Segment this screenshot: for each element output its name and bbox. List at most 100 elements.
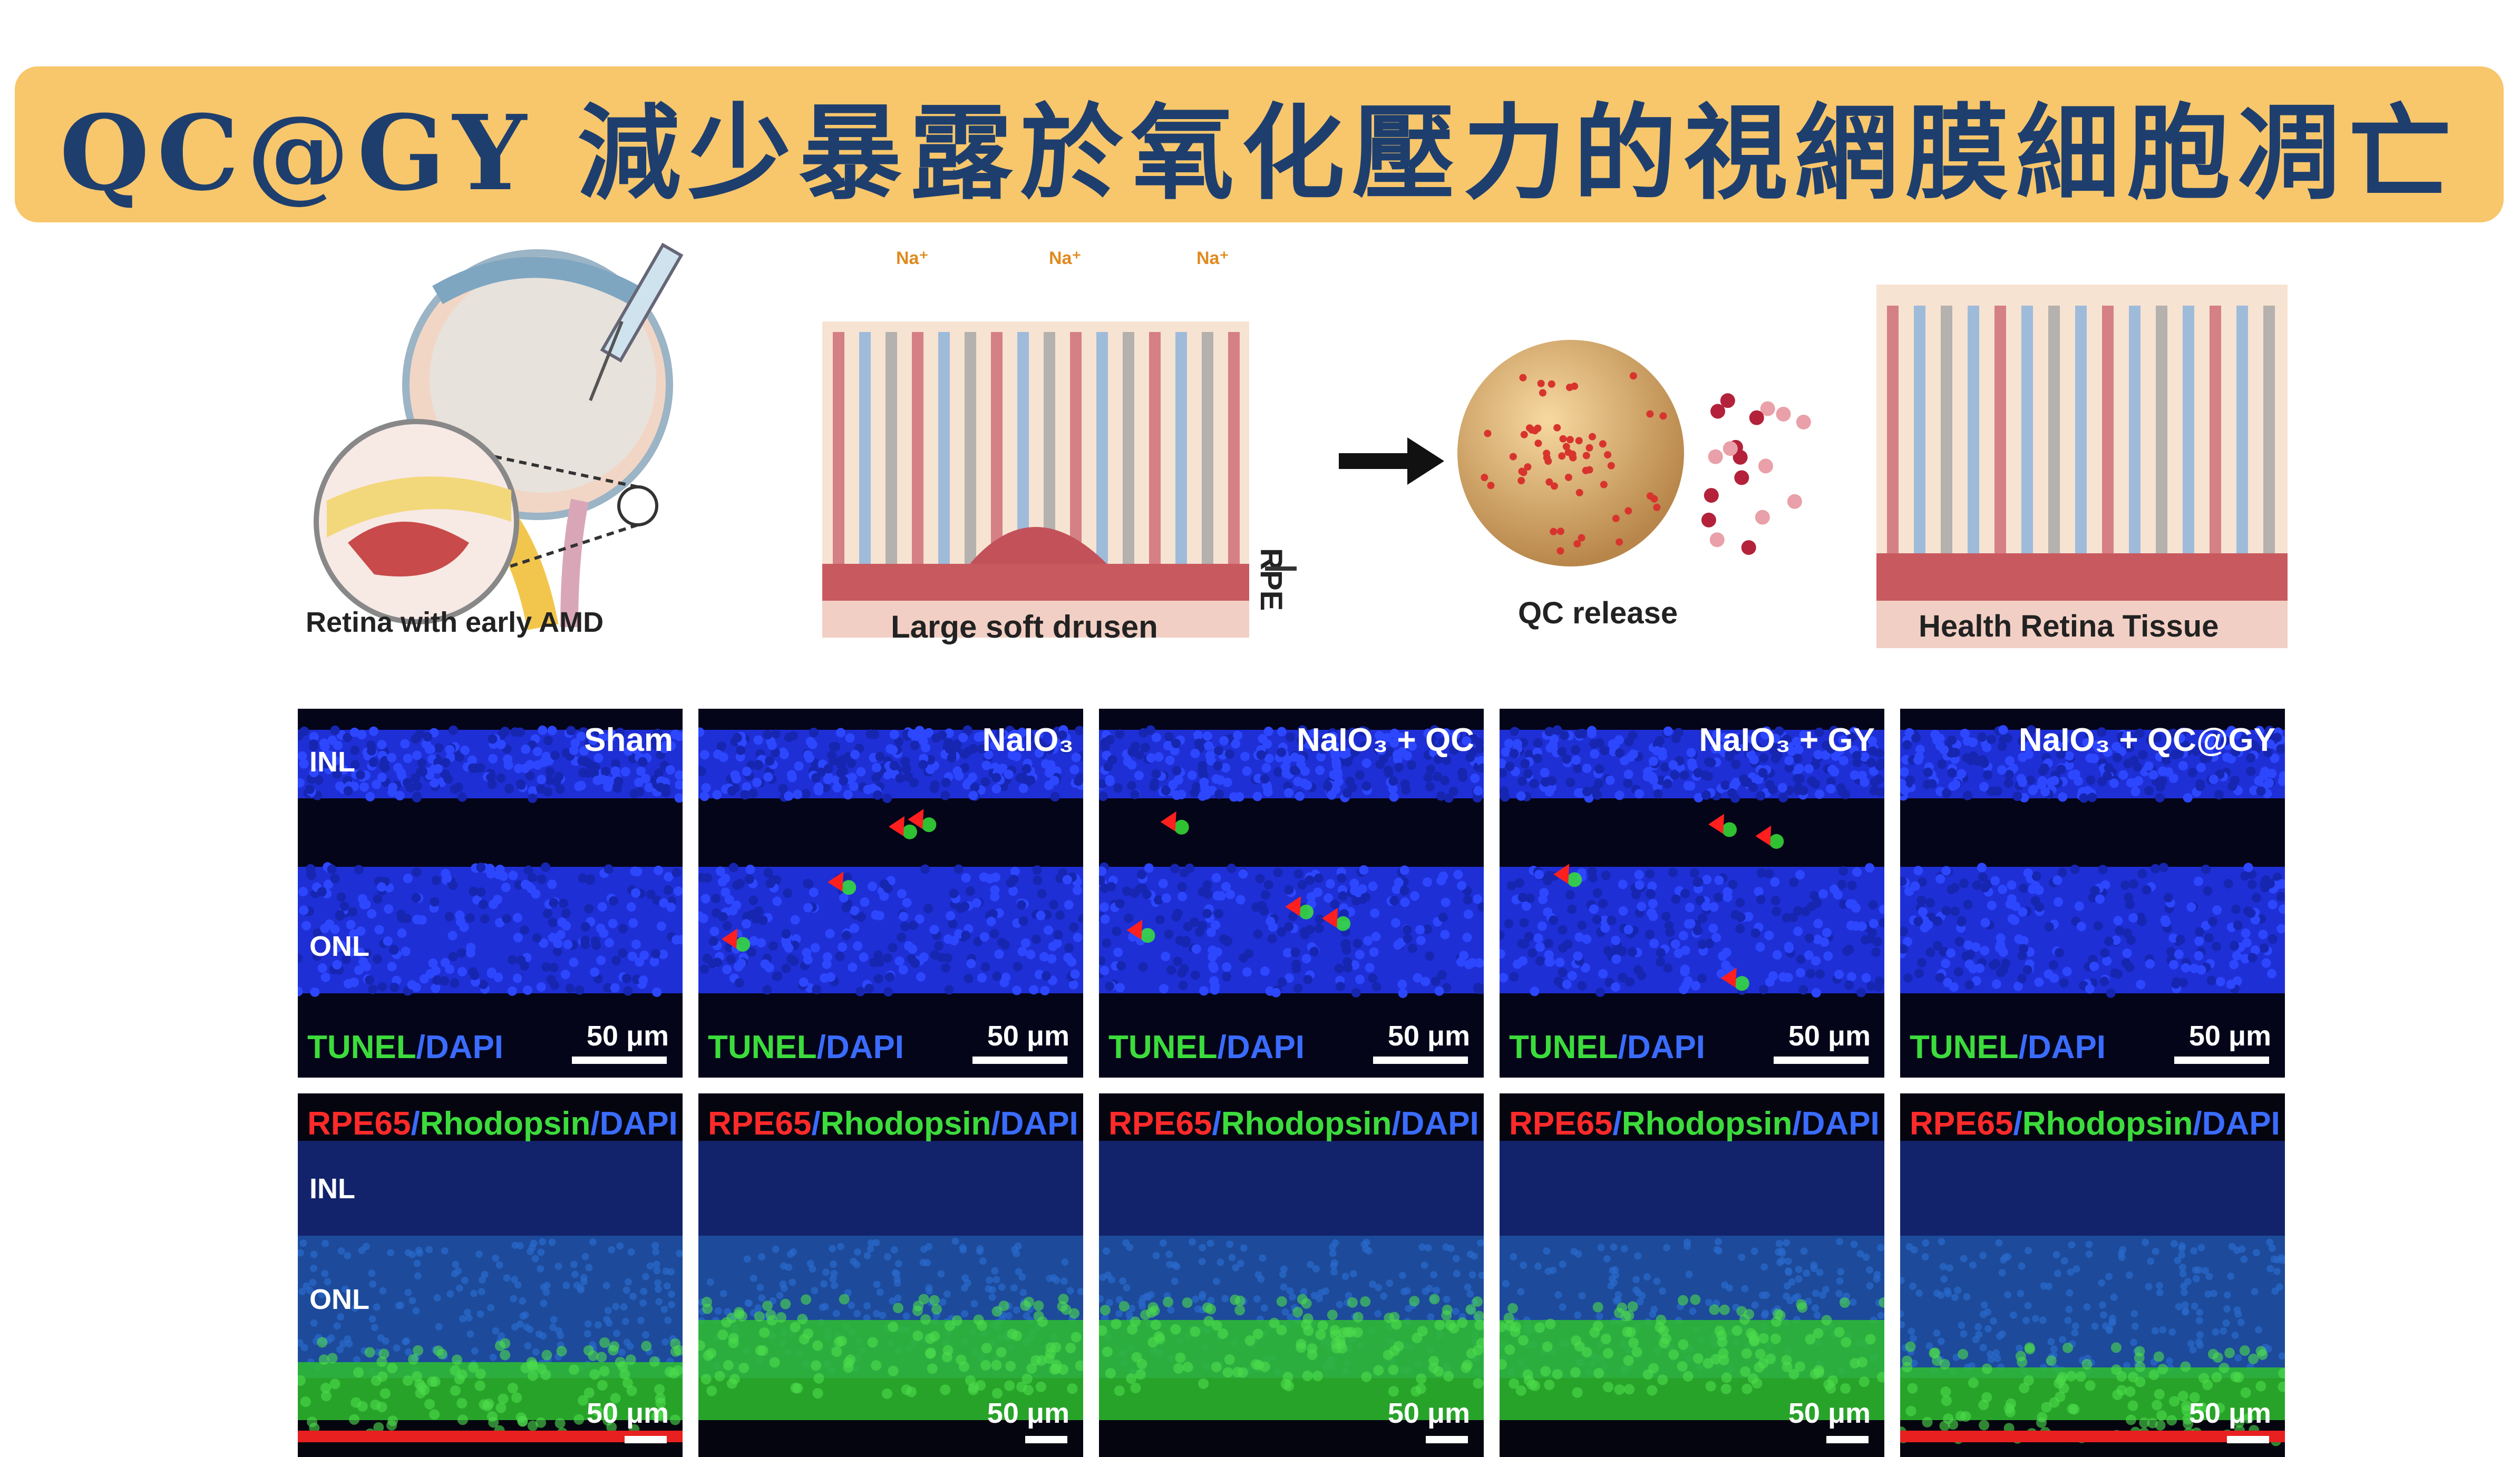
nanoparticle-illustration: QC release bbox=[1455, 337, 1855, 653]
dapi-text: DAPI bbox=[1627, 1029, 1706, 1065]
stain-legend: RPE65/Rhodopsin/DAPI bbox=[708, 1105, 1078, 1142]
scale-bar bbox=[572, 1057, 667, 1064]
scale-bar-label: 50 μm bbox=[987, 1020, 1069, 1052]
scale-bar bbox=[1025, 1436, 1067, 1443]
rpe65-text: RPE65 bbox=[1910, 1106, 2013, 1142]
scale-bar-label: 50 μm bbox=[586, 1397, 669, 1429]
page-title: QC@GY 減少暴露於氧化壓力的視網膜細胞凋亡 bbox=[59, 92, 2459, 214]
tunel-text: TUNEL bbox=[307, 1029, 416, 1065]
tunel-panel: NaIO₃ + QC TUNEL/DAPI 50 μm bbox=[1099, 709, 1484, 1078]
drusen-diagram: Large soft drusen Na⁺ Na⁺ Na⁺ bbox=[812, 227, 1260, 648]
rhodopsin-panel: RPE65/Rhodopsin/DAPI INL ONL 50 μm bbox=[298, 1093, 683, 1457]
scale-bar bbox=[2174, 1057, 2269, 1064]
separator-text: / bbox=[590, 1106, 600, 1142]
separator-text: / bbox=[1392, 1106, 1401, 1142]
stain-legend: RPE65/Rhodopsin/DAPI bbox=[307, 1105, 678, 1142]
dapi-text: DAPI bbox=[599, 1106, 678, 1142]
tunel-panel: NaIO₃ TUNEL/DAPI 50 μm bbox=[698, 709, 1083, 1078]
dapi-text: DAPI bbox=[425, 1029, 504, 1065]
dapi-text: DAPI bbox=[2027, 1029, 2106, 1065]
scale-bar bbox=[1826, 1436, 1869, 1443]
scale-bar-label: 50 μm bbox=[987, 1397, 1069, 1429]
stain-legend: TUNEL/DAPI bbox=[1509, 1029, 1705, 1066]
rhodopsin-panel: RPE65/Rhodopsin/DAPI 50 μm bbox=[698, 1093, 1083, 1457]
drusen-label: Large soft drusen bbox=[891, 609, 1158, 644]
stain-legend: TUNEL/DAPI bbox=[1910, 1029, 2106, 1066]
tunel-panel: NaIO₃ + QC@GY TUNEL/DAPI 50 μm bbox=[1900, 709, 2285, 1078]
sodium-label-3: Na⁺ bbox=[1196, 248, 1229, 268]
retina-label: Retina with early AMD bbox=[306, 607, 604, 638]
onl-label: ONL bbox=[309, 931, 369, 962]
separator-text: / bbox=[2018, 1029, 2028, 1065]
scale-bar bbox=[625, 1436, 667, 1443]
tunel-text: TUNEL bbox=[1910, 1029, 2019, 1065]
stain-legend: RPE65/Rhodopsin/DAPI bbox=[1108, 1105, 1479, 1142]
release-label: QC release bbox=[1518, 596, 1678, 630]
rpe65-text: RPE65 bbox=[1509, 1106, 1613, 1142]
scale-bar-label: 50 μm bbox=[1788, 1397, 1871, 1429]
inl-label: INL bbox=[309, 746, 355, 778]
rhodopsin-panel: RPE65/Rhodopsin/DAPI 50 μm bbox=[1500, 1093, 1884, 1457]
onl-label: ONL bbox=[309, 1284, 369, 1315]
separator-text: / bbox=[1792, 1106, 1802, 1142]
separator-text: / bbox=[1612, 1106, 1622, 1142]
separator-text: / bbox=[416, 1029, 425, 1065]
process-arrow bbox=[1339, 453, 1413, 469]
separator-text: / bbox=[1217, 1029, 1227, 1065]
process-arrowhead bbox=[1407, 437, 1444, 485]
scale-bar bbox=[1774, 1057, 1869, 1064]
separator-text: / bbox=[1212, 1106, 1221, 1142]
separator-text: / bbox=[2193, 1106, 2202, 1142]
stain-legend: TUNEL/DAPI bbox=[1108, 1029, 1305, 1066]
healthy-label: Health Retina Tissue bbox=[1919, 609, 2219, 643]
tunel-panel: Sham INL ONL TUNEL/DAPI 50 μm bbox=[298, 709, 683, 1078]
rhodopsin-text: Rhodopsin bbox=[2022, 1106, 2193, 1142]
dapi-text: DAPI bbox=[2202, 1106, 2280, 1142]
rpe65-text: RPE65 bbox=[307, 1106, 411, 1142]
scale-bar-label: 50 μm bbox=[1387, 1397, 1470, 1429]
sodium-label-1: Na⁺ bbox=[896, 248, 929, 268]
dapi-text: DAPI bbox=[1000, 1106, 1078, 1142]
scale-bar-label: 50 μm bbox=[1387, 1020, 1470, 1052]
dapi-text: DAPI bbox=[1226, 1029, 1305, 1065]
dapi-text: DAPI bbox=[1400, 1106, 1479, 1142]
rhodopsin-text: Rhodopsin bbox=[820, 1106, 991, 1142]
separator-text: / bbox=[816, 1029, 826, 1065]
rpe-arrow bbox=[1265, 566, 1297, 571]
rhodopsin-text: Rhodopsin bbox=[1621, 1106, 1793, 1142]
inl-label: INL bbox=[309, 1173, 355, 1205]
condition-label: NaIO₃ + QC@GY bbox=[2018, 722, 2275, 758]
separator-text: / bbox=[991, 1106, 1000, 1142]
tunel-text: TUNEL bbox=[1108, 1029, 1218, 1065]
healthy-retina-diagram: Health Retina Tissue bbox=[1876, 285, 2288, 653]
rpe65-text: RPE65 bbox=[708, 1106, 812, 1142]
stain-legend: TUNEL/DAPI bbox=[708, 1029, 904, 1066]
rhodopsin-text: Rhodopsin bbox=[1221, 1106, 1392, 1142]
condition-label: NaIO₃ + QC bbox=[1296, 722, 1474, 758]
tunel-text: TUNEL bbox=[708, 1029, 817, 1065]
separator-text: / bbox=[1618, 1029, 1627, 1065]
rhodopsin-text: Rhodopsin bbox=[420, 1106, 591, 1142]
scale-bar bbox=[1373, 1057, 1468, 1064]
scale-bar-label: 50 μm bbox=[2188, 1020, 2271, 1052]
title-banner: QC@GY 減少暴露於氧化壓力的視網膜細胞凋亡 bbox=[15, 66, 2504, 222]
rhodopsin-panel: RPE65/Rhodopsin/DAPI 50 μm bbox=[1099, 1093, 1484, 1457]
stain-legend: RPE65/Rhodopsin/DAPI bbox=[1509, 1105, 1880, 1142]
rhodopsin-panel: RPE65/Rhodopsin/DAPI 50 μm bbox=[1900, 1093, 2285, 1457]
scale-bar-label: 50 μm bbox=[2188, 1397, 2271, 1429]
scale-bar-label: 50 μm bbox=[586, 1020, 669, 1052]
condition-label: NaIO₃ + GY bbox=[1699, 722, 1875, 758]
separator-text: / bbox=[2013, 1106, 2022, 1142]
stain-legend: TUNEL/DAPI bbox=[307, 1029, 503, 1066]
sodium-label-2: Na⁺ bbox=[1049, 248, 1082, 268]
separator-text: / bbox=[411, 1106, 420, 1142]
separator-text: / bbox=[811, 1106, 821, 1142]
dapi-text: DAPI bbox=[825, 1029, 904, 1065]
dapi-text: DAPI bbox=[1801, 1106, 1880, 1142]
scale-bar-label: 50 μm bbox=[1788, 1020, 1871, 1052]
tunel-panel: NaIO₃ + GY TUNEL/DAPI 50 μm bbox=[1500, 709, 1884, 1078]
condition-label: NaIO₃ bbox=[982, 722, 1074, 758]
tunel-text: TUNEL bbox=[1509, 1029, 1618, 1065]
scale-bar bbox=[2227, 1436, 2269, 1443]
scale-bar bbox=[1426, 1436, 1468, 1443]
